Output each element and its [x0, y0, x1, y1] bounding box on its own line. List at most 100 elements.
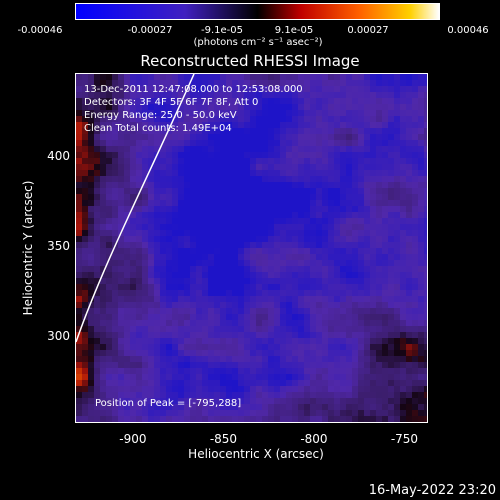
heatmap-cell [280, 314, 286, 320]
heatmap-cell [238, 140, 244, 146]
heatmap-cell [412, 146, 418, 152]
heatmap-cell [238, 308, 244, 314]
heatmap-cell [148, 296, 154, 302]
heatmap-cell [190, 200, 196, 206]
heatmap-cell [274, 176, 280, 182]
heatmap-cell [94, 404, 100, 410]
heatmap-cell [400, 152, 406, 158]
heatmap-cell [400, 404, 406, 410]
heatmap-cell [88, 122, 94, 128]
heatmap-cell [184, 272, 190, 278]
heatmap-cell [214, 254, 220, 260]
heatmap-cell [310, 176, 316, 182]
heatmap-cell [292, 362, 298, 368]
heatmap-cell [130, 140, 136, 146]
heatmap-cell [370, 326, 376, 332]
heatmap-cell [136, 260, 142, 266]
heatmap-cell [172, 188, 178, 194]
heatmap-cell [202, 182, 208, 188]
heatmap-cell [112, 128, 118, 134]
heatmap-cell [376, 194, 382, 200]
heatmap-cell [376, 92, 382, 98]
heatmap-cell [214, 344, 220, 350]
heatmap-cell [244, 86, 250, 92]
heatmap-cell [268, 266, 274, 272]
heatmap-cell [292, 356, 298, 362]
heatmap-cell [304, 224, 310, 230]
heatmap-cell [232, 188, 238, 194]
heatmap-cell [130, 116, 136, 122]
heatmap-cell [148, 200, 154, 206]
heatmap-cell [268, 200, 274, 206]
heatmap-cell [238, 116, 244, 122]
heatmap-cell [106, 362, 112, 368]
heatmap-cell [118, 176, 124, 182]
heatmap-cell [268, 326, 274, 332]
heatmap-cell [394, 260, 400, 266]
heatmap-cell [412, 248, 418, 254]
heatmap-cell [268, 188, 274, 194]
heatmap-cell [124, 398, 130, 404]
heatmap-cell [178, 116, 184, 122]
heatmap-cell [406, 128, 412, 134]
heatmap-cell [418, 242, 424, 248]
heatmap-cell [424, 320, 427, 326]
heatmap-cell [190, 404, 196, 410]
heatmap-cell [88, 320, 94, 326]
heatmap-cell [376, 116, 382, 122]
heatmap-cell [322, 314, 328, 320]
heatmap-cell [172, 176, 178, 182]
heatmap-cell [352, 122, 358, 128]
heatmap-cell [196, 260, 202, 266]
heatmap-cell [418, 122, 424, 128]
heatmap-cell [334, 398, 340, 404]
heatmap-cell [130, 158, 136, 164]
heatmap-cell [202, 86, 208, 92]
heatmap-cell [256, 350, 262, 356]
heatmap-cell [160, 110, 166, 116]
heatmap-cell [382, 308, 388, 314]
heatmap-cell [232, 410, 238, 416]
heatmap-cell [154, 248, 160, 254]
heatmap-cell [274, 266, 280, 272]
heatmap-cell [190, 110, 196, 116]
heatmap-cell [418, 128, 424, 134]
heatmap-cell [106, 278, 112, 284]
heatmap-cell [346, 362, 352, 368]
heatmap-cell [382, 116, 388, 122]
heatmap-cell [304, 266, 310, 272]
heatmap-cell [208, 254, 214, 260]
heatmap-cell [124, 230, 130, 236]
heatmap-cell [106, 374, 112, 380]
heatmap-cell [184, 194, 190, 200]
heatmap-cell [364, 116, 370, 122]
heatmap-cell [322, 74, 328, 80]
heatmap-cell [232, 374, 238, 380]
heatmap-cell [88, 398, 94, 404]
heatmap-cell [382, 194, 388, 200]
heatmap-cell [142, 248, 148, 254]
heatmap-cell [310, 248, 316, 254]
heatmap-cell [118, 146, 124, 152]
heatmap-cell [412, 104, 418, 110]
heatmap-cell [376, 80, 382, 86]
heatmap-cell [388, 386, 394, 392]
heatmap-cell [376, 134, 382, 140]
heatmap-cell [190, 80, 196, 86]
heatmap-cell [310, 224, 316, 230]
heatmap-cell [172, 362, 178, 368]
heatmap-cell [298, 110, 304, 116]
heatmap-cell [172, 122, 178, 128]
colorbar-tick-label: -0.00027 [127, 25, 173, 36]
heatmap-cell [94, 392, 100, 398]
heatmap-cell [256, 404, 262, 410]
heatmap-cell [166, 110, 172, 116]
heatmap-cell [76, 80, 82, 86]
heatmap-cell [412, 272, 418, 278]
heatmap-cell [286, 356, 292, 362]
heatmap-cell [232, 158, 238, 164]
heatmap-cell [166, 224, 172, 230]
heatmap-cell [124, 302, 130, 308]
heatmap-cell [370, 80, 376, 86]
heatmap-cell [244, 242, 250, 248]
